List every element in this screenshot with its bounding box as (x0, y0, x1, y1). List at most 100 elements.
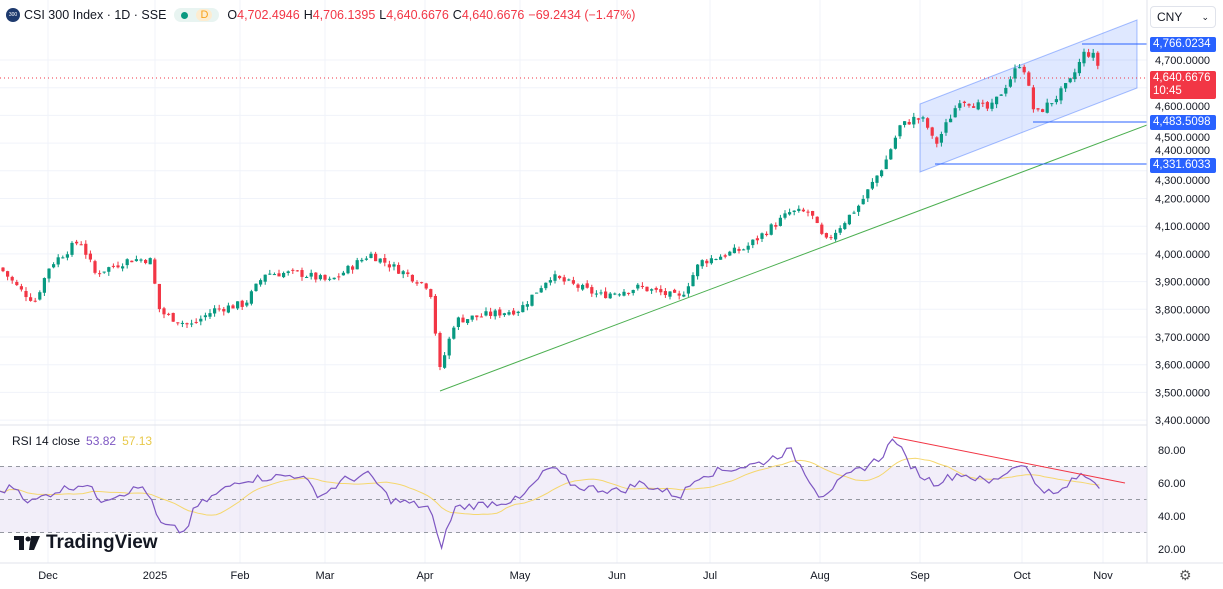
candle-body (277, 273, 281, 277)
time-tick-label: Apr (416, 570, 433, 582)
symbol-title[interactable]: CSI 300 Index · 1D · SSE (24, 8, 167, 22)
candle-body (1, 267, 5, 272)
candle-body (875, 175, 879, 183)
candle-body (1022, 66, 1026, 73)
currency-label: CNY (1157, 10, 1183, 24)
candle-body (249, 291, 253, 304)
candle-body (916, 118, 920, 120)
candle-body (484, 311, 488, 316)
branding-text: TradingView (46, 532, 158, 553)
candle-body (38, 292, 42, 300)
candle-body (1013, 68, 1017, 79)
candle-body (696, 264, 700, 277)
candle-body (999, 94, 1003, 96)
candle-body (1091, 52, 1095, 58)
candle-body (806, 211, 810, 213)
candle-body (765, 233, 769, 236)
candle-body (530, 294, 534, 306)
candle-body (447, 338, 451, 356)
rsi-title[interactable]: RSI 14 close (12, 434, 81, 448)
candle-body (944, 122, 948, 133)
candle-body (415, 282, 419, 284)
candle-body (369, 253, 373, 258)
trend-line[interactable] (439, 124, 1148, 392)
candle-body (208, 313, 212, 317)
candle-body (323, 274, 327, 280)
candle-body (341, 272, 345, 276)
candle-body (604, 291, 608, 299)
candle-body (1036, 108, 1040, 110)
candle-body (305, 276, 309, 278)
candle-body (1008, 79, 1012, 87)
candle-body (613, 293, 617, 295)
countdown-label: 10:45 (1153, 85, 1182, 97)
candle-body (19, 286, 23, 290)
candle-body (645, 286, 649, 292)
rsi-ma-value: 57.13 (122, 434, 153, 448)
candle-body (1082, 51, 1086, 64)
candle-body (995, 96, 999, 105)
candle-body (797, 208, 801, 211)
settings-gear-icon[interactable]: ⚙ (1179, 567, 1192, 583)
candle-body (259, 280, 263, 285)
candle-body (769, 224, 773, 235)
candle-body (811, 211, 815, 216)
tradingview-logo[interactable]: TradingView (14, 532, 158, 554)
candle-body (585, 283, 589, 288)
candle-body (654, 287, 658, 290)
candle-body (116, 265, 120, 268)
rsi-tick-label: 40.00 (1158, 511, 1186, 523)
candle-body (709, 258, 713, 264)
price-tick-label: 4,000.0000 (1155, 249, 1210, 261)
candle-body (452, 327, 456, 339)
candle-body (470, 315, 474, 320)
candle-body (870, 181, 874, 189)
candle-body (617, 294, 621, 296)
candle-body (438, 333, 442, 367)
candle-body (406, 272, 410, 275)
candle-body (539, 288, 543, 293)
candle-body (167, 313, 171, 315)
candle-body (778, 217, 782, 226)
candle-body (650, 289, 654, 291)
candle-body (56, 257, 60, 265)
rsi-divergence-line[interactable] (892, 436, 1126, 484)
candle-body (47, 268, 51, 279)
candle-body (631, 289, 635, 294)
candle-body (1087, 52, 1091, 57)
candle-body (254, 283, 258, 292)
candle-body (751, 239, 755, 246)
price-tag-4331: 4,331.6033 (1150, 158, 1216, 173)
candle-body (838, 228, 842, 233)
rsi-bands (0, 466, 1147, 533)
candle-body (65, 254, 69, 258)
candle-body (337, 276, 341, 278)
candle-body (134, 259, 138, 262)
time-tick-label: Nov (1093, 570, 1113, 582)
candle-body (461, 317, 465, 323)
candle-body (939, 133, 943, 143)
market-status[interactable]: D (174, 8, 220, 22)
currency-select[interactable]: CNY ⌄ (1150, 6, 1216, 28)
candle-body (148, 258, 152, 265)
candle-body (576, 284, 580, 288)
candle-body (314, 272, 318, 280)
candle-body (240, 300, 244, 307)
candle-body (884, 159, 888, 170)
rsi-value: 53.82 (86, 434, 117, 448)
parallel-channel[interactable] (919, 19, 1138, 173)
candle-body (245, 302, 249, 306)
candle-body (640, 285, 644, 287)
candle-body (268, 273, 272, 275)
candle-body (263, 274, 267, 282)
candle-body (502, 313, 506, 316)
candle-body (705, 260, 709, 264)
symbol-logo: 300 (6, 8, 20, 22)
price-tick-label: 4,700.0000 (1155, 55, 1210, 67)
change-value: −69.2434 (−1.47%) (528, 8, 636, 22)
candle-body (893, 137, 897, 149)
candle-body (392, 264, 396, 267)
candle-body (130, 260, 134, 263)
candle-body (203, 315, 207, 318)
